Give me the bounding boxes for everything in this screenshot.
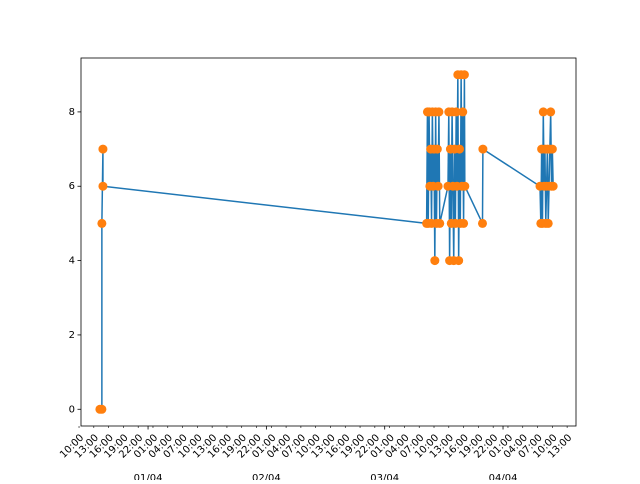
x-major-tick-label: 04/04	[489, 473, 518, 480]
y-tick-label: 2	[69, 330, 75, 341]
plot-frame	[80, 57, 577, 427]
marker	[538, 107, 548, 117]
marker	[458, 107, 468, 117]
y-tick-label: 8	[69, 107, 75, 118]
marker	[454, 144, 464, 154]
y-tick-label: 4	[69, 256, 75, 267]
marker	[97, 404, 107, 414]
x-major-tick-label: 02/04	[252, 473, 281, 480]
marker	[548, 181, 558, 191]
marker	[451, 107, 461, 117]
marker	[435, 218, 445, 228]
x-major-tick-label: 03/04	[370, 473, 399, 480]
marker	[430, 256, 440, 266]
marker	[478, 144, 488, 154]
marker	[434, 107, 444, 117]
marker	[98, 144, 108, 154]
marker	[459, 70, 469, 80]
marker	[547, 144, 557, 154]
marker	[454, 256, 464, 266]
marker	[98, 181, 108, 191]
marker	[546, 107, 556, 117]
marker	[97, 218, 107, 228]
marker	[460, 181, 470, 191]
y-tick-label: 6	[69, 181, 75, 192]
marker	[433, 181, 443, 191]
y-tick-label: 0	[69, 404, 75, 415]
marker	[543, 218, 553, 228]
marker	[477, 218, 487, 228]
marker	[432, 144, 442, 154]
x-major-tick-label: 01/04	[134, 473, 163, 480]
marker	[459, 218, 469, 228]
